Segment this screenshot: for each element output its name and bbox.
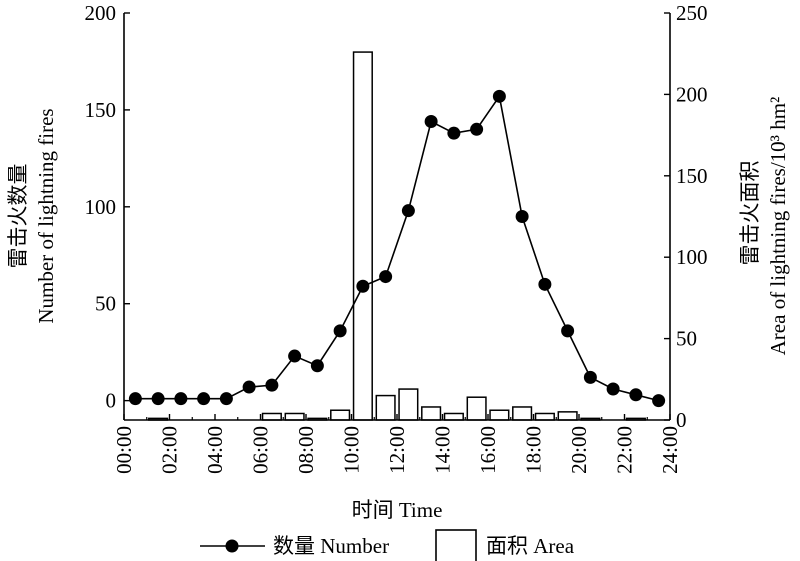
x-tick-label: 02:00 <box>158 426 182 474</box>
y-left-axis-title-zh: 雷击火数量 <box>6 164 30 269</box>
area-bar <box>330 409 351 421</box>
x-tick-label: 12:00 <box>385 426 409 474</box>
axes <box>123 12 671 421</box>
legend-label-number: 数量 Number <box>273 534 389 558</box>
number-point <box>561 324 575 338</box>
area-bar <box>375 394 396 421</box>
area-bar <box>557 411 578 421</box>
number-point <box>424 115 438 129</box>
x-tick-label: 22:00 <box>613 426 637 474</box>
number-point <box>629 388 643 402</box>
number-point <box>447 126 461 140</box>
number-point <box>470 122 484 136</box>
number-point <box>538 277 552 291</box>
number-point <box>128 392 142 406</box>
area-bar <box>421 406 442 421</box>
x-tick-label: 10:00 <box>340 426 364 474</box>
area-bar <box>443 412 464 421</box>
number-point <box>174 392 188 406</box>
x-tick-label: 14:00 <box>431 426 455 474</box>
legend-dot-marker <box>225 539 239 553</box>
x-tick-label: 00:00 <box>112 426 136 474</box>
area-bars <box>148 51 646 421</box>
y-left-tick-label: 0 <box>106 389 117 413</box>
x-tick-label: 04:00 <box>203 426 227 474</box>
number-point <box>310 359 324 373</box>
number-point <box>606 382 620 396</box>
y-right-tick-label: 150 <box>676 164 708 188</box>
number-line <box>135 94 659 402</box>
number-point <box>401 204 415 218</box>
legend: 数量 Number 面积 Area <box>200 529 575 561</box>
number-point <box>356 279 370 293</box>
number-point <box>515 210 529 223</box>
x-tick-label: 24:00 <box>658 426 682 474</box>
y-right-tick-label: 50 <box>676 327 697 351</box>
number-point <box>288 349 302 363</box>
y-left-tick-label: 100 <box>85 195 117 219</box>
number-point <box>492 89 506 103</box>
y-left-tick-label: 150 <box>85 98 117 122</box>
area-bar <box>489 409 510 421</box>
y-left-axis-title-en: Number of lightning fires <box>34 108 58 323</box>
y-right-axis-title-en: Area of lightning fires/10³ hm² <box>766 97 790 356</box>
legend-box-marker <box>435 529 477 561</box>
area-bar <box>466 396 487 421</box>
x-axis-title: 时间 Time <box>352 498 443 522</box>
area-bar <box>261 412 282 421</box>
x-tick-label: 08:00 <box>294 426 318 474</box>
area-bar <box>512 406 533 421</box>
number-point <box>197 392 211 406</box>
y-right-tick-label: 100 <box>676 245 708 269</box>
x-tick-label: 20:00 <box>567 426 591 474</box>
x-tick-label: 18:00 <box>522 426 546 474</box>
number-point <box>219 392 233 406</box>
y-right-axis-title-zh: 雷击火面积 <box>738 161 762 266</box>
number-point <box>242 380 256 394</box>
tick-labels: 00:00 02:00 04:00 06:00 08:00 10:00 12:00 14:00… <box>85 1 708 474</box>
number-point <box>652 394 666 408</box>
number-point <box>333 324 347 338</box>
y-left-tick-label: 50 <box>95 292 116 316</box>
area-bar <box>398 388 419 421</box>
area-bar <box>352 51 373 421</box>
number-point <box>379 270 393 284</box>
x-tick-label: 06:00 <box>249 426 273 474</box>
area-bar <box>534 412 555 421</box>
x-tick-label: 16:00 <box>476 426 500 474</box>
number-point <box>583 370 597 384</box>
y-right-tick-label: 200 <box>676 82 708 106</box>
y-right-tick-label: 250 <box>676 1 708 25</box>
legend-label-area: 面积 Area <box>486 534 575 558</box>
number-point <box>265 378 279 392</box>
number-line-series <box>128 89 666 408</box>
number-point <box>151 392 165 406</box>
y-right-tick-label: 0 <box>676 408 687 432</box>
y-left-tick-label: 200 <box>85 1 117 25</box>
area-bar <box>284 412 305 421</box>
